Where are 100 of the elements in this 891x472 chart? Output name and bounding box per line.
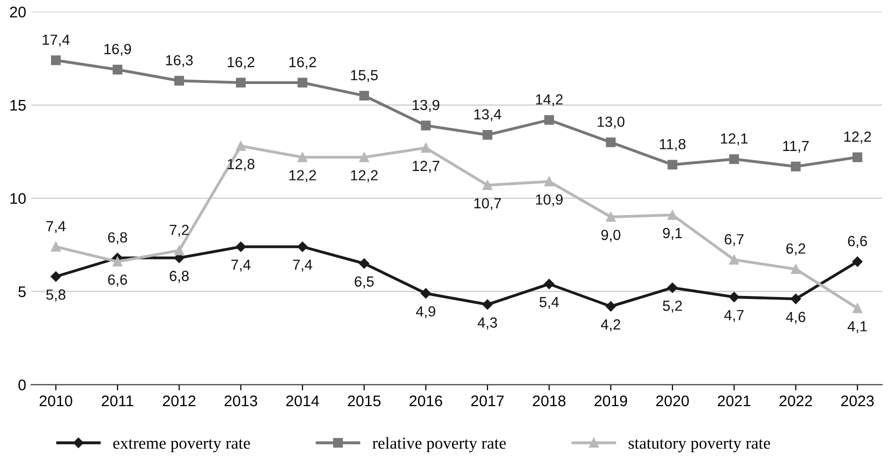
point (112, 64, 122, 74)
data-label: 4,1 (848, 321, 867, 334)
x-tick-label: 2023 (841, 396, 874, 406)
point (359, 90, 370, 101)
data-label: 12,8 (228, 158, 254, 171)
data-label: 6,7 (724, 234, 744, 246)
data-label: 4,9 (416, 306, 436, 318)
y-tick-label: 5 (18, 286, 26, 298)
y-tick-label: 0 (18, 380, 26, 390)
x-tick-label: 2011 (102, 396, 134, 406)
data-label: 10,9 (536, 194, 563, 206)
point (482, 180, 492, 190)
data-label: 15,5 (351, 70, 378, 82)
point (852, 256, 863, 267)
point (729, 254, 739, 265)
point (112, 256, 122, 266)
data-label: 6,2 (786, 243, 806, 256)
data-label: 6,8 (170, 270, 189, 283)
data-label: 16,2 (228, 56, 254, 69)
point (359, 152, 370, 162)
data-label: 13,4 (474, 109, 502, 122)
point (298, 78, 308, 88)
point (790, 264, 801, 274)
x-tick-label: 2012 (162, 396, 196, 406)
data-label: 4,3 (478, 317, 497, 330)
x-tick-label: 2020 (656, 396, 689, 406)
point (420, 143, 431, 153)
point (729, 154, 739, 164)
point (544, 176, 554, 186)
data-label: 16,9 (104, 44, 132, 56)
point (852, 303, 862, 314)
data-label: 4,6 (786, 312, 806, 324)
point (667, 282, 678, 293)
data-label: 7,4 (46, 221, 66, 234)
point (668, 160, 678, 170)
data-label: 10,7 (474, 198, 501, 210)
y-tick-label: 15 (10, 100, 26, 111)
data-label: 7,4 (231, 260, 251, 272)
data-label: 11,7 (783, 140, 809, 153)
data-label: 12,7 (412, 160, 440, 173)
data-label: 12,1 (721, 133, 748, 146)
legend-label: statutory poverty rate (628, 439, 770, 452)
point (668, 210, 678, 220)
data-label: 6,6 (108, 274, 128, 287)
point (297, 242, 308, 252)
data-label: 17,4 (42, 34, 70, 47)
point (728, 292, 740, 302)
data-label: 16,2 (289, 56, 316, 69)
point (420, 288, 431, 298)
legend-label: relative poverty rate (372, 437, 506, 452)
y-tick-label: 20 (10, 6, 26, 18)
data-label: 12,2 (351, 170, 378, 182)
data-label: 6,8 (108, 232, 128, 244)
x-tick-label: 2014 (286, 396, 320, 406)
point (50, 242, 61, 252)
x-tick-label: 2022 (780, 396, 812, 406)
x-tick-label: 2018 (532, 396, 566, 406)
point (790, 294, 801, 304)
x-tick-label: 2016 (410, 396, 442, 406)
point (606, 137, 616, 148)
data-label: 16,3 (166, 55, 193, 68)
x-tick-label: 2021 (718, 396, 750, 406)
data-label: 5,4 (540, 297, 559, 309)
point (50, 271, 61, 282)
point (790, 162, 801, 172)
data-label: 11,8 (660, 138, 686, 152)
data-label: 13,0 (598, 116, 624, 129)
data-label: 12,2 (289, 170, 316, 182)
y-tick-label: 10 (10, 193, 26, 204)
data-label: 13,9 (412, 100, 440, 112)
point (236, 242, 246, 252)
data-label: 7,4 (293, 260, 312, 272)
point (544, 115, 554, 125)
data-label: 5,2 (662, 300, 682, 313)
data-label: 7,2 (170, 224, 189, 237)
data-label: 4,7 (724, 310, 744, 322)
point (482, 299, 493, 310)
point (606, 212, 616, 222)
point (298, 152, 308, 162)
x-tick-label: 2010 (40, 396, 72, 406)
data-label: 6,6 (848, 236, 867, 248)
data-label: 12,2 (844, 132, 871, 144)
point (174, 246, 184, 256)
point (50, 55, 61, 66)
point (359, 258, 370, 269)
data-label: 9,1 (662, 228, 682, 240)
legend-label: extreme poverty rate (113, 439, 250, 452)
data-label: 6,5 (354, 276, 374, 288)
point (236, 141, 246, 151)
point (174, 76, 184, 86)
x-tick-label: 2015 (348, 396, 381, 406)
x-tick-label: 2017 (471, 396, 504, 406)
data-label: 5,8 (46, 289, 66, 302)
data-label: 4,2 (600, 319, 620, 332)
data-label: 14,2 (536, 94, 563, 106)
point (852, 152, 862, 162)
x-tick-label: 2013 (224, 396, 258, 406)
x-tick-label: 2019 (594, 396, 628, 406)
point (420, 120, 431, 130)
point (544, 278, 554, 290)
